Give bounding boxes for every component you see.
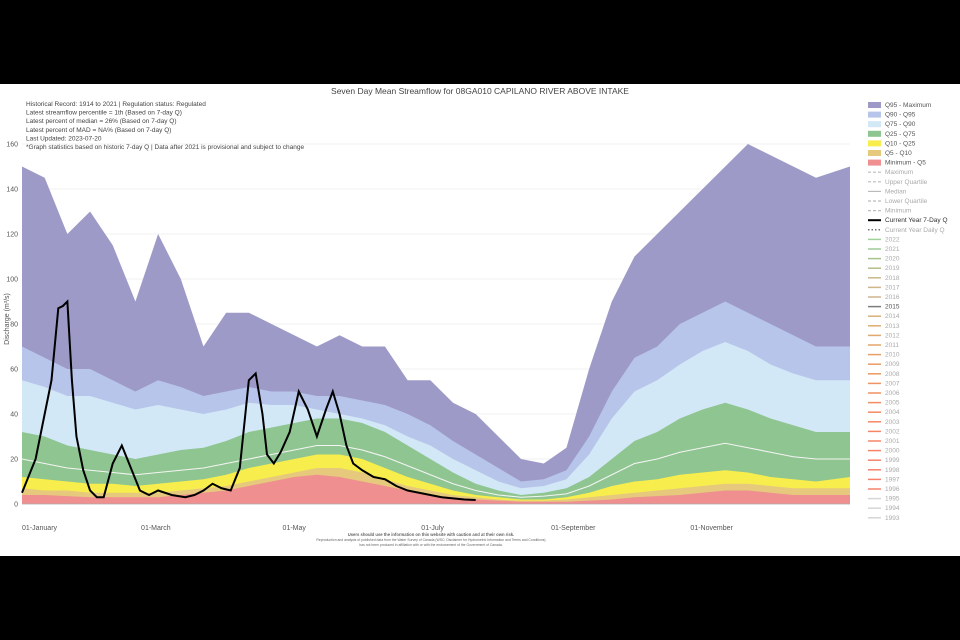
legend-label: Minimum - Q5	[885, 160, 926, 167]
legend-year-label: 2010	[885, 352, 900, 359]
legend-year-label: 2008	[885, 371, 900, 378]
footer-line: Reproduction and analysis of published d…	[316, 538, 545, 542]
legend-year-label: 2020	[885, 256, 900, 263]
legend-swatch	[868, 102, 881, 108]
legend-year-label: 2022	[885, 236, 900, 243]
legend-year-label: 1995	[885, 496, 900, 503]
legend-year-label: 2006	[885, 390, 900, 397]
x-tick-label: 01-May	[283, 525, 307, 532]
x-tick-label: 01-September	[551, 525, 596, 532]
y-axis-title: Discharge (m³/s)	[4, 293, 11, 345]
x-tick-label: 01-March	[141, 525, 171, 532]
current-year-line	[21, 299, 476, 501]
chart-frame: Seven Day Mean Streamflow for 08GA010 CA…	[0, 84, 960, 556]
legend-year-label: 2014	[885, 313, 900, 320]
info-line: Last Updated: 2023-07-20	[26, 135, 102, 142]
info-line: Latest percent of MAD = NA% (Based on 7-…	[26, 127, 171, 134]
y-tick-label: 40	[10, 412, 18, 419]
legend-year-label: 2007	[885, 380, 900, 387]
plot-area: 0 20 40 60 80 100 120 140 160 01-January 01-March 0…	[6, 142, 850, 532]
legend-year-label: 2018	[885, 275, 900, 282]
info-line: Historical Record: 1914 to 2021 | Regula…	[26, 101, 206, 108]
median-line	[21, 442, 850, 498]
legend-label: Minimum	[885, 208, 911, 215]
legend-label: Maximum	[885, 169, 913, 176]
info-line: *Graph statistics based on historic 7-da…	[26, 144, 304, 151]
legend-year-label: 1994	[885, 505, 900, 512]
band-area-6	[22, 474, 850, 504]
legend-year-label: 2002	[885, 428, 900, 435]
legend-year-label: 2017	[885, 284, 900, 291]
legend: Q95 - Maximum Q90 - Q95 Q75 - Q90 Q25 - Q75…	[868, 102, 948, 522]
y-tick-label: 0	[14, 502, 18, 509]
x-tick-label: 01-July	[421, 525, 444, 532]
y-tick-label: 160	[6, 142, 18, 149]
legend-label: Q95 - Maximum	[885, 102, 931, 109]
legend-label: Q75 - Q90	[885, 121, 916, 128]
legend-year-label: 2001	[885, 438, 900, 445]
legend-year-label: 2004	[885, 409, 900, 416]
streamflow-chart: Seven Day Mean Streamflow for 08GA010 CA…	[4, 86, 948, 547]
y-tick-label: 140	[6, 187, 18, 194]
legend-year-label: 1993	[885, 515, 900, 522]
legend-year-label: 2016	[885, 294, 900, 301]
footer-line: Users should use the information on this…	[348, 532, 515, 537]
y-tick-label: 80	[10, 322, 18, 329]
x-tick-label: 01-November	[690, 525, 733, 532]
legend-label: Current Year Daily Q	[885, 227, 945, 234]
legend-year-label: 2019	[885, 265, 900, 272]
info-line: Latest percent of median = 26% (Based on…	[26, 118, 177, 125]
legend-swatch	[868, 150, 881, 156]
legend-label: Q90 - Q95	[885, 112, 916, 119]
legend-year-label: 2011	[885, 342, 899, 349]
legend-label: Q5 - Q10	[885, 150, 912, 157]
legend-year-label: 1996	[885, 486, 900, 493]
legend-swatch	[868, 159, 881, 166]
legend-label: Median	[885, 188, 907, 195]
chart-title: Seven Day Mean Streamflow for 08GA010 CA…	[331, 86, 629, 96]
footer-line: has not been produced in affiliation wit…	[359, 543, 502, 547]
legend-label: Lower Quartile	[885, 198, 928, 205]
legend-swatch	[868, 111, 881, 118]
legend-year-label: 1999	[885, 457, 900, 464]
info-line: Latest streamflow percentile = 1th (Base…	[26, 110, 182, 117]
legend-label: Q10 - Q25	[885, 140, 916, 147]
info-block: Historical Record: 1914 to 2021 | Regula…	[26, 101, 304, 151]
legend-label: Current Year 7-Day Q	[885, 217, 948, 224]
legend-label: Upper Quartile	[885, 179, 928, 186]
legend-label: Q25 - Q75	[885, 131, 916, 138]
y-tick-label: 60	[10, 367, 18, 374]
legend-swatch	[868, 130, 881, 137]
legend-swatch	[868, 121, 881, 128]
x-tick-label: 01-January	[22, 525, 58, 532]
legend-year-label: 1997	[885, 476, 900, 483]
y-tick-label: 20	[10, 457, 18, 464]
y-tick-label: 120	[6, 232, 18, 239]
legend-year-label: 2000	[885, 448, 900, 455]
legend-year-label: 2021	[885, 246, 900, 253]
legend-year-label: 2009	[885, 361, 900, 368]
legend-year-label: 2013	[885, 323, 900, 330]
legend-year-label: 2005	[885, 400, 900, 407]
legend-swatch	[868, 140, 881, 147]
y-tick-label: 100	[6, 277, 18, 284]
footer-disclaimer: Users should use the information on this…	[316, 532, 545, 547]
legend-year-label: 2012	[885, 332, 900, 339]
legend-year-label: 2015	[885, 304, 900, 311]
legend-year-label: 1998	[885, 467, 900, 474]
legend-year-label: 2003	[885, 419, 900, 426]
